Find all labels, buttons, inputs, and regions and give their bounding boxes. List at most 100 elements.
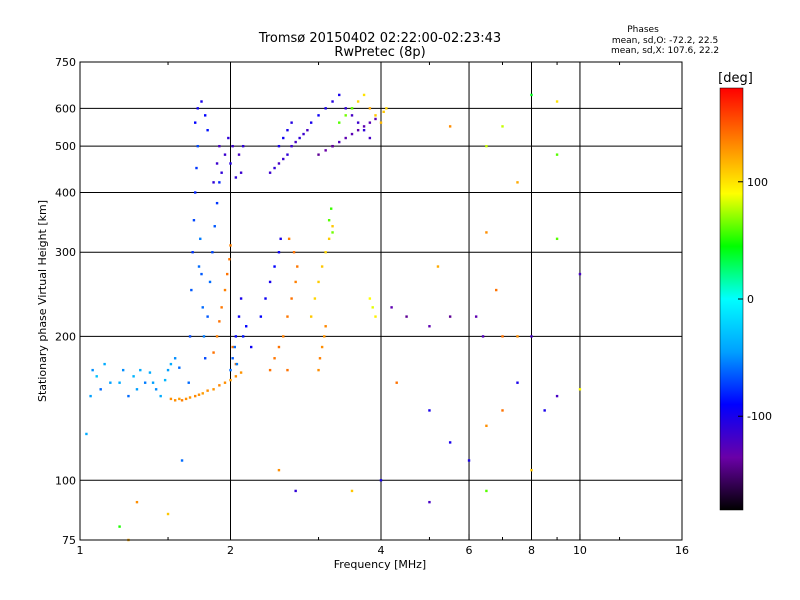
data-point [329, 207, 333, 210]
data-point [292, 251, 296, 254]
data-point [151, 381, 155, 384]
data-point [201, 392, 204, 395]
data-point [516, 335, 519, 338]
data-point [277, 162, 281, 165]
data-point [154, 388, 158, 391]
data-point [194, 191, 197, 194]
grid-lines [80, 62, 682, 540]
data-point [287, 237, 291, 241]
data-point [286, 153, 289, 156]
data-point [206, 389, 209, 392]
data-point [555, 153, 559, 156]
data-point [320, 345, 324, 349]
data-point [200, 272, 203, 276]
data-point [356, 121, 360, 124]
data-point [362, 93, 366, 97]
data-point [203, 114, 207, 117]
data-point [555, 237, 559, 241]
x-tick-label: 10 [573, 544, 587, 557]
data-point [331, 231, 334, 234]
data-point [121, 368, 125, 372]
y-tick-label: 75 [62, 534, 76, 547]
data-point [296, 265, 299, 268]
data-point [228, 258, 231, 261]
data-point [239, 171, 243, 174]
data-point [382, 110, 385, 114]
data-point [371, 306, 374, 309]
data-point [196, 107, 199, 110]
y-axis-label: Stationary phase Virtual Height [km] [36, 200, 49, 402]
data-point [184, 397, 188, 401]
data-point [309, 315, 313, 318]
data-point [173, 399, 177, 402]
data-point [485, 144, 488, 148]
data-point [241, 144, 245, 148]
data-point [428, 500, 431, 504]
data-point [212, 351, 215, 354]
data-point [208, 280, 212, 284]
chart-subtitle: RwPretec (8p) [334, 45, 425, 60]
data-point [368, 121, 372, 124]
data-point [317, 114, 320, 117]
data-point [194, 121, 197, 124]
data-point [516, 381, 519, 384]
data-point [239, 371, 243, 374]
data-point [379, 121, 383, 124]
data-point [169, 397, 173, 401]
data-point [178, 366, 181, 369]
data-point [324, 107, 327, 110]
data-point [139, 368, 142, 372]
data-point [268, 280, 272, 284]
data-point [166, 368, 170, 372]
x-axis: 1 2 4 6 8 10 16 [77, 62, 689, 557]
data-point [229, 244, 232, 247]
data-point [143, 381, 147, 384]
data-point [530, 468, 533, 472]
data-point [331, 225, 334, 228]
data-point [344, 107, 347, 110]
data-point [555, 394, 559, 398]
stats-o-mode: mean, sd,O: -72.2, 22.5 [612, 36, 718, 46]
colorbar-tick-label: -100 [747, 410, 772, 423]
data-point [374, 114, 377, 117]
data-point [294, 140, 297, 144]
x-tick-label: 1 [77, 544, 84, 557]
y-tick-label: 600 [55, 102, 76, 115]
data-point [229, 378, 232, 382]
x-tick-label: 6 [466, 544, 473, 557]
data-point [485, 489, 488, 493]
data-point [178, 397, 181, 401]
data-point [405, 315, 408, 318]
data-point [212, 388, 215, 391]
chart-title: Tromsø 20150402 02:22:00-02:23:43 [258, 31, 501, 46]
data-point [231, 144, 234, 148]
data-point [245, 325, 248, 328]
data-point [555, 100, 559, 103]
data-point [169, 362, 173, 366]
colorbar-tick-label: 0 [747, 293, 754, 306]
data-point [132, 375, 135, 378]
data-point [206, 315, 209, 318]
data-point [578, 272, 582, 276]
data-point [190, 288, 193, 292]
data-point [223, 288, 227, 292]
data-point [273, 265, 276, 268]
data-point [294, 280, 297, 284]
x-tick-label: 8 [528, 544, 535, 557]
data-point [302, 132, 305, 136]
data-point [317, 368, 320, 372]
data-point [368, 136, 372, 140]
data-point [362, 125, 366, 128]
data-point [279, 237, 282, 241]
data-point [215, 201, 219, 205]
data-point [95, 375, 98, 378]
data-point [206, 128, 209, 132]
data-point [273, 357, 276, 360]
data-point [85, 432, 88, 436]
y-tick-label: 100 [55, 474, 76, 487]
data-point [362, 128, 366, 132]
data-point [282, 157, 285, 161]
data-point [385, 107, 388, 110]
data-point [99, 388, 102, 391]
data-point [324, 149, 327, 152]
